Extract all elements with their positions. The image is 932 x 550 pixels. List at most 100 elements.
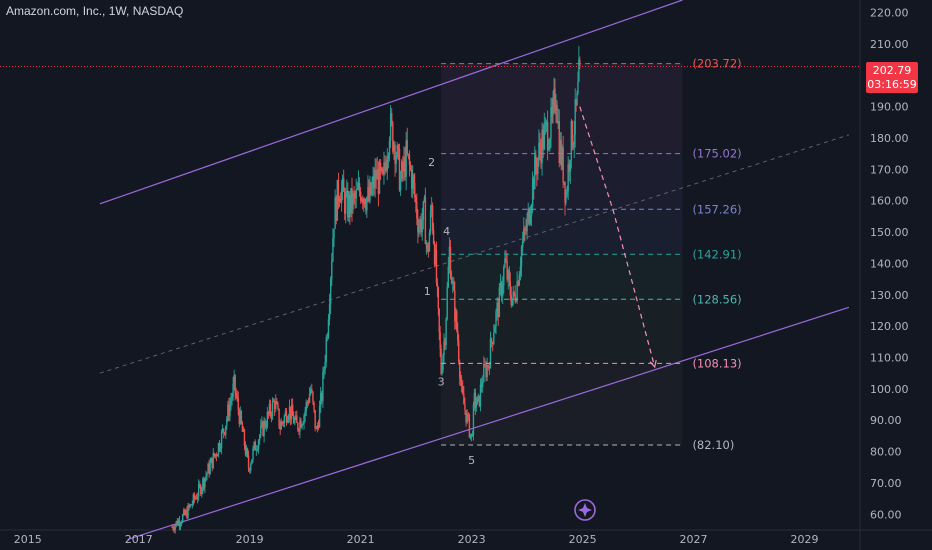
wave-labels-layer: 1 2 3 4 5 bbox=[424, 156, 475, 467]
fib-level-label: (175.02) bbox=[692, 147, 741, 161]
candle-body bbox=[489, 338, 492, 369]
candle-body bbox=[505, 258, 507, 262]
candle-body bbox=[296, 415, 298, 424]
candle-body bbox=[267, 412, 270, 414]
candle-body bbox=[342, 178, 345, 192]
candle-body bbox=[416, 201, 418, 219]
candle-body bbox=[278, 408, 280, 427]
candle-body bbox=[224, 432, 226, 435]
candle-body bbox=[178, 520, 181, 526]
candle-body bbox=[384, 162, 386, 167]
projection-path bbox=[579, 106, 656, 368]
candle-body bbox=[183, 509, 185, 515]
wave-label: 3 bbox=[438, 376, 445, 389]
y-tick-label: 90.00 bbox=[870, 414, 902, 427]
candle-body bbox=[270, 414, 273, 417]
candle-body bbox=[220, 431, 223, 449]
candle-body bbox=[538, 142, 540, 159]
candle-body bbox=[540, 149, 542, 164]
candle-body bbox=[406, 140, 408, 154]
candle-body bbox=[467, 413, 469, 415]
candle-body bbox=[293, 415, 295, 424]
candle-body bbox=[321, 392, 323, 401]
candle-body bbox=[427, 249, 430, 252]
candle-body bbox=[517, 281, 519, 286]
candle-body bbox=[305, 402, 307, 411]
candle-body bbox=[324, 361, 326, 370]
candle-body bbox=[457, 330, 459, 341]
candle-body bbox=[279, 426, 281, 430]
candle-body bbox=[470, 433, 473, 436]
last-price-value: 202.79 bbox=[872, 63, 912, 77]
candle-body bbox=[464, 404, 466, 411]
candle-body bbox=[289, 406, 292, 420]
candle-body bbox=[231, 396, 233, 401]
candle-body bbox=[417, 218, 419, 233]
candle-body bbox=[260, 425, 262, 436]
candle-body bbox=[232, 383, 234, 397]
candle-body bbox=[172, 526, 174, 530]
candle-body bbox=[440, 348, 442, 374]
candle-body bbox=[284, 411, 287, 416]
candle-body bbox=[393, 144, 395, 152]
axes-layer: 60.0070.0080.0090.00100.00110.00120.0013… bbox=[14, 7, 909, 546]
candle-body bbox=[405, 140, 407, 178]
candle-body bbox=[374, 169, 376, 189]
candle-body bbox=[205, 475, 207, 479]
fib-level-label: (203.72) bbox=[692, 57, 741, 71]
candle-body bbox=[177, 520, 180, 526]
candle-body bbox=[225, 425, 227, 435]
candle-body bbox=[558, 121, 560, 163]
fib-zone bbox=[441, 363, 683, 446]
candle-body bbox=[560, 140, 562, 166]
candle-body bbox=[459, 378, 462, 382]
candle-body bbox=[211, 457, 213, 469]
candle-body bbox=[373, 175, 375, 189]
candle-body bbox=[236, 396, 238, 398]
candle-body bbox=[197, 484, 200, 497]
bar-countdown: 03:16:59 bbox=[867, 77, 917, 91]
candle-body bbox=[424, 197, 427, 244]
candle-body bbox=[480, 384, 483, 387]
candle-body bbox=[325, 337, 327, 362]
candle-body bbox=[298, 429, 300, 432]
candle-body bbox=[254, 441, 256, 451]
fib-level-label: (142.91) bbox=[692, 247, 741, 261]
candle-body bbox=[248, 468, 251, 471]
candle-body bbox=[462, 385, 464, 394]
candle-body bbox=[478, 395, 481, 406]
candle-body bbox=[544, 122, 547, 126]
candle-body bbox=[577, 81, 579, 94]
candle-body bbox=[241, 423, 244, 432]
candle-body bbox=[187, 505, 189, 518]
candle-body bbox=[425, 243, 428, 245]
candle-body bbox=[221, 428, 224, 432]
replay-icon[interactable] bbox=[574, 499, 596, 521]
candle-body bbox=[426, 243, 428, 250]
candle-body bbox=[561, 147, 563, 166]
candle-body bbox=[397, 145, 400, 150]
candle-body bbox=[219, 448, 222, 450]
candle-body bbox=[444, 341, 446, 346]
candle-body bbox=[508, 270, 511, 281]
candle-body bbox=[408, 154, 411, 166]
candle-body bbox=[263, 420, 265, 436]
candle-body bbox=[338, 198, 341, 202]
candle-body bbox=[180, 522, 183, 525]
candle-body bbox=[528, 208, 531, 224]
y-tick-label: 150.00 bbox=[870, 226, 909, 239]
candle-body bbox=[419, 219, 421, 230]
candle-body bbox=[388, 140, 391, 156]
candle-body bbox=[300, 420, 302, 428]
candle-body bbox=[369, 182, 371, 201]
candle-body bbox=[307, 402, 310, 404]
candle-body bbox=[383, 162, 385, 175]
candle-body bbox=[281, 421, 283, 423]
candle-body bbox=[246, 448, 249, 456]
candle-body bbox=[282, 422, 285, 424]
candle-body bbox=[266, 412, 269, 427]
candle-body bbox=[385, 166, 387, 171]
candle-body bbox=[181, 514, 184, 523]
candle-body bbox=[301, 424, 303, 428]
